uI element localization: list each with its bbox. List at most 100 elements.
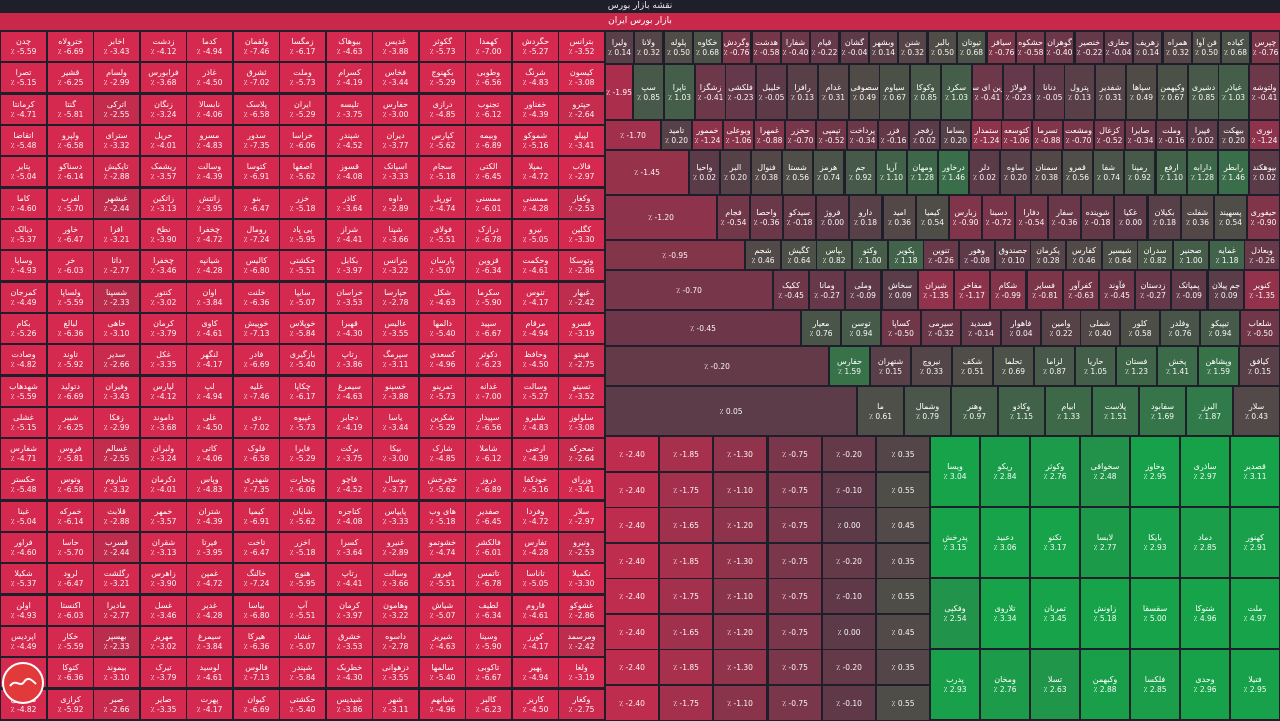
treemap-cell[interactable]: شاملا ٪ -6.12 bbox=[465, 438, 512, 469]
treemap-cell[interactable]: ونیرو ٪ -2.53 bbox=[558, 532, 605, 563]
treemap-cell[interactable]: لفرب ٪ -5.70 bbox=[47, 188, 94, 219]
treemap-cell[interactable]: غیاذر ٪ 1.03 bbox=[1218, 64, 1249, 120]
treemap-cell[interactable]: ومرسمد ٪ -2.42 bbox=[558, 626, 605, 657]
treemap-cell[interactable]: ٪ -1.75 bbox=[659, 685, 713, 721]
treemap-cell[interactable]: ولتوشه ٪ -0.41 bbox=[1249, 64, 1280, 120]
treemap-cell[interactable]: کاما ٪ -4.60 bbox=[0, 188, 47, 219]
treemap-cell[interactable]: قصدیر ٪ 3.11 bbox=[1230, 436, 1280, 507]
treemap-cell[interactable]: بکابل ٪ -3.97 bbox=[326, 250, 373, 281]
treemap-cell[interactable]: سدور ٪ -7.35 bbox=[233, 125, 280, 156]
treemap-cell[interactable]: تنوس ٪ -4.17 bbox=[512, 282, 559, 313]
treemap-cell[interactable]: مسرو ٪ -4.83 bbox=[186, 125, 233, 156]
treemap-cell[interactable]: صایر ٪ -3.35 bbox=[140, 689, 187, 720]
treemap-cell[interactable]: الکتی ٪ -6.45 bbox=[465, 156, 512, 187]
treemap-cell[interactable]: داوه ٪ -2.89 bbox=[372, 188, 419, 219]
treemap-cell[interactable]: ولپرو ٪ -6.58 bbox=[47, 125, 94, 156]
treemap-cell[interactable]: بهسپر ٪ -2.33 bbox=[93, 626, 140, 657]
treemap-cell[interactable]: قزوین ٪ -6.34 bbox=[465, 250, 512, 281]
treemap-cell[interactable]: تاناسا ٪ -5.05 bbox=[512, 563, 559, 594]
treemap-cell[interactable]: شلیرو ٪ -4.83 bbox=[512, 407, 559, 438]
treemap-cell[interactable]: اسپاتک ٪ -3.33 bbox=[372, 156, 419, 187]
treemap-cell[interactable]: پرداخت ٪ -0.34 bbox=[847, 120, 878, 150]
treemap-cell[interactable]: ٪ -2.40 bbox=[605, 649, 659, 685]
treemap-cell[interactable]: ٪ -0.20 bbox=[822, 649, 876, 685]
treemap-cell[interactable]: ولساپا ٪ -5.59 bbox=[47, 282, 94, 313]
treemap-cell[interactable]: ایران ٪ -5.29 bbox=[279, 94, 326, 125]
treemap-cell[interactable]: فراور ٪ -4.60 bbox=[0, 532, 47, 563]
treemap-cell[interactable]: خشوتمو ٪ -4.74 bbox=[419, 532, 466, 563]
treemap-cell[interactable]: دجابر ٪ -4.19 bbox=[326, 407, 373, 438]
treemap-cell[interactable]: بترانس ٪ -3.22 bbox=[372, 250, 419, 281]
treemap-cell[interactable]: شجم ٪ 0.46 bbox=[745, 240, 781, 270]
treemap-cell[interactable]: حپترو ٪ -2.64 bbox=[558, 94, 605, 125]
treemap-cell[interactable]: وفلدر ٪ 0.76 bbox=[1160, 310, 1200, 346]
treemap-cell[interactable]: کهمدا ٪ -7.00 bbox=[465, 31, 512, 62]
treemap-cell[interactable]: شفدیر ٪ 0.31 bbox=[1095, 64, 1126, 120]
treemap-cell[interactable]: شپدیس ٪ -3.86 bbox=[326, 689, 373, 720]
treemap-cell[interactable]: پلاسک ٪ -6.58 bbox=[233, 94, 280, 125]
treemap-cell[interactable]: سایپا ٪ -5.07 bbox=[279, 282, 326, 313]
treemap-cell[interactable]: ارضی ٪ -4.39 bbox=[512, 438, 559, 469]
treemap-cell[interactable]: دیالک ٪ -5.37 bbox=[0, 219, 47, 250]
treemap-cell[interactable]: خر ٪ -6.03 bbox=[47, 250, 94, 281]
treemap-cell[interactable]: وشمال ٪ 0.79 bbox=[904, 386, 951, 436]
treemap-cell[interactable]: غکیا ٪ 0.00 bbox=[1114, 195, 1147, 240]
treemap-cell[interactable]: دنانا ٪ -0.05 bbox=[1034, 64, 1065, 120]
treemap-cell[interactable]: سدران ٪ 0.82 bbox=[1137, 240, 1173, 270]
treemap-cell[interactable]: کیوان ٪ -6.69 bbox=[233, 689, 280, 720]
treemap-cell[interactable]: البر ٪ 0.20 bbox=[720, 150, 751, 195]
treemap-cell[interactable]: شهر ٪ -3.11 bbox=[372, 689, 419, 720]
treemap-cell[interactable]: جم ٪ 0.92 bbox=[845, 150, 876, 195]
treemap-cell[interactable]: زفجر ٪ 0.02 bbox=[909, 120, 940, 150]
treemap-cell[interactable]: خوپیش ٪ -7.13 bbox=[233, 313, 280, 344]
treemap-cell[interactable]: حریل ٪ -4.01 bbox=[140, 125, 187, 156]
treemap-cell[interactable]: واحصا ٪ -0.36 bbox=[750, 195, 783, 240]
treemap-cell[interactable]: غلی ٪ -4.50 bbox=[186, 407, 233, 438]
treemap-cell[interactable]: کتوکا ٪ -6.36 bbox=[47, 657, 94, 688]
treemap-cell[interactable]: سلار ٪ 0.43 bbox=[1233, 386, 1280, 436]
treemap-cell[interactable]: دماد ٪ 2.85 bbox=[1180, 507, 1230, 578]
treemap-cell[interactable]: ٪ -0.10 bbox=[822, 578, 876, 614]
treemap-cell[interactable]: فولای ٪ -5.51 bbox=[419, 219, 466, 250]
treemap-cell[interactable]: ٪ -1.20 bbox=[713, 614, 767, 650]
treemap-cell[interactable]: دکوثر ٪ -6.23 bbox=[465, 344, 512, 375]
treemap-cell[interactable]: شپندر ٪ -5.84 bbox=[279, 657, 326, 688]
treemap-cell[interactable]: کرمان ٪ -3.97 bbox=[326, 595, 373, 626]
treemap-cell[interactable]: وکوکا ٪ 0.85 bbox=[910, 64, 941, 120]
treemap-cell[interactable]: وفیران ٪ -3.43 bbox=[93, 376, 140, 407]
treemap-cell[interactable]: ولسام ٪ -2.99 bbox=[93, 62, 140, 93]
treemap-cell[interactable]: ٪ -0.70 bbox=[605, 270, 773, 310]
treemap-cell[interactable]: کرین ای سی٪ -0.41 bbox=[972, 64, 1003, 120]
treemap-cell[interactable]: شیانهم ٪ -4.96 bbox=[419, 689, 466, 720]
treemap-cell[interactable]: ٪ -2.40 bbox=[605, 614, 659, 650]
treemap-cell[interactable]: خکاوه ٪ 0.68 bbox=[693, 31, 722, 64]
treemap-cell[interactable]: نوری ٪ -1.24 bbox=[1249, 120, 1280, 150]
treemap-cell[interactable]: ٪ 0.00 bbox=[822, 507, 876, 543]
treemap-cell[interactable]: خوپلاس ٪ -5.84 bbox=[279, 313, 326, 344]
treemap-cell[interactable]: سیافز ٪ -0.76 bbox=[987, 31, 1016, 64]
treemap-cell[interactable]: غبشهر ٪ -2.44 bbox=[93, 188, 140, 219]
treemap-cell[interactable]: کرازی ٪ -5.92 bbox=[47, 689, 94, 720]
treemap-cell[interactable]: افرا ٪ -3.21 bbox=[93, 219, 140, 250]
treemap-cell[interactable]: حگردش ٪ -5.27 bbox=[512, 31, 559, 62]
treemap-cell[interactable]: ساوه ٪ 0.20 bbox=[1000, 150, 1031, 195]
treemap-cell[interactable]: کدما ٪ -4.94 bbox=[186, 31, 233, 62]
treemap-cell[interactable]: کسعدی ٪ -4.96 bbox=[419, 344, 466, 375]
treemap-cell[interactable]: کاریز ٪ -4.50 bbox=[512, 689, 559, 720]
treemap-cell[interactable]: کرمان ٪ -3.79 bbox=[140, 313, 187, 344]
treemap-cell[interactable]: بپاسا ٪ -6.80 bbox=[233, 595, 280, 626]
treemap-cell[interactable]: ٪ -1.65 bbox=[659, 614, 713, 650]
treemap-cell[interactable]: های وب ٪ -5.18 bbox=[419, 501, 466, 532]
treemap-cell[interactable]: ٪ -2.40 bbox=[605, 685, 659, 721]
treemap-cell[interactable]: لبالغ ٪ -6.36 bbox=[47, 313, 94, 344]
treemap-cell[interactable]: بپوهکند ٪ 0.02 bbox=[1249, 150, 1280, 195]
treemap-cell[interactable]: وگردش ٪ -0.76 bbox=[722, 31, 751, 64]
treemap-cell[interactable]: لپارس ٪ -4.12 bbox=[140, 376, 187, 407]
treemap-cell[interactable]: بالبر ٪ 0.50 bbox=[928, 31, 957, 64]
treemap-cell[interactable]: سخواقی ٪ 2.48 bbox=[1080, 436, 1130, 507]
treemap-cell[interactable]: سپ ٪ 0.85 bbox=[633, 64, 664, 120]
treemap-cell[interactable]: صفدیر ٪ -6.45 bbox=[465, 501, 512, 532]
treemap-cell[interactable]: نابسالا ٪ -4.06 bbox=[186, 94, 233, 125]
treemap-cell[interactable]: سیاوم ٪ 0.67 bbox=[879, 64, 910, 120]
treemap-cell[interactable]: سیدکو ٪ -0.18 bbox=[783, 195, 816, 240]
